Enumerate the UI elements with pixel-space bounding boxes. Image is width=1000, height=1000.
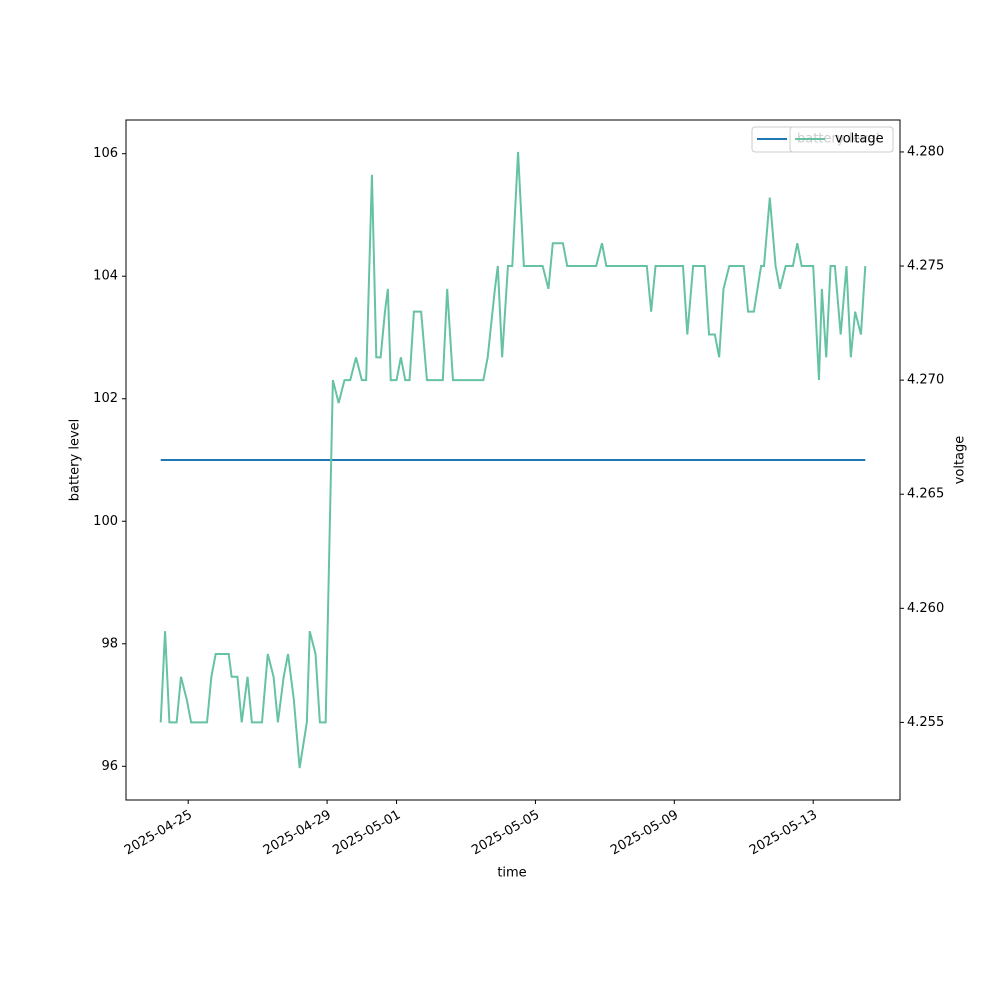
y2-tick-label: 4.280 <box>907 144 944 159</box>
y2-tick-label: 4.270 <box>907 373 944 388</box>
legend-label: voltage <box>835 132 884 147</box>
x-tick-label: 2025-05-13 <box>747 808 820 859</box>
x-axis-label: time <box>497 866 526 881</box>
x-tick-label: 2025-04-25 <box>122 808 195 859</box>
plot-frame <box>125 119 901 801</box>
y2-tick-label: 4.275 <box>907 259 944 274</box>
legend-box <box>789 126 894 153</box>
y-tick-label: 98 <box>101 636 118 651</box>
y-tick-label: 96 <box>101 759 118 774</box>
y-tick-label: 106 <box>93 146 118 161</box>
series-line <box>159 151 867 769</box>
x-tick-label: 2025-05-01 <box>330 808 403 859</box>
y-axis-label: battery level <box>68 419 83 502</box>
y2-tick-label: 4.265 <box>907 487 944 502</box>
y2-tick-label: 4.260 <box>907 601 944 616</box>
y2-tick-label: 4.255 <box>907 715 944 730</box>
x-tick-label: 2025-05-09 <box>608 808 681 859</box>
y-tick-label: 102 <box>93 391 118 406</box>
y-tick-label: 100 <box>93 514 118 529</box>
y2-axis-label: voltage <box>953 436 968 485</box>
x-tick-label: 2025-04-29 <box>261 808 334 859</box>
x-tick-label: 2025-05-05 <box>469 808 542 859</box>
y-tick-label: 104 <box>93 269 118 284</box>
